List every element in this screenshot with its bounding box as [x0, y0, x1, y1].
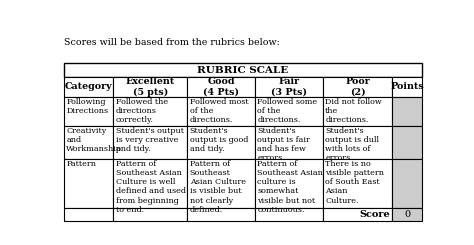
Bar: [187, 97, 255, 126]
Text: Student's
output is dull
with lots of
errors.: Student's output is dull with lots of er…: [325, 127, 379, 162]
Bar: [113, 97, 187, 126]
Bar: [392, 126, 422, 159]
Text: Good
(4 Pts): Good (4 Pts): [203, 77, 239, 97]
Bar: [187, 159, 255, 208]
Bar: [64, 159, 113, 208]
Text: Fair
(3 Pts): Fair (3 Pts): [271, 77, 307, 97]
Bar: [255, 77, 323, 97]
Text: Points: Points: [391, 82, 424, 91]
Bar: [392, 159, 422, 208]
Bar: [64, 77, 113, 97]
Text: 0: 0: [404, 210, 410, 219]
Text: RUBRIC SCALE: RUBRIC SCALE: [197, 66, 289, 75]
Bar: [187, 77, 255, 97]
Bar: [255, 126, 323, 159]
Text: Category: Category: [65, 82, 112, 91]
Text: Poor
(2): Poor (2): [345, 77, 370, 97]
Bar: [323, 159, 392, 208]
Text: Scores will be based from the rubrics below:: Scores will be based from the rubrics be…: [64, 38, 280, 47]
Bar: [392, 208, 422, 221]
Bar: [392, 77, 422, 97]
Bar: [187, 208, 255, 221]
Text: Excellent
(5 pts): Excellent (5 pts): [126, 77, 175, 97]
Bar: [392, 97, 422, 126]
Text: Followed most
of the
directions.: Followed most of the directions.: [190, 98, 248, 124]
Bar: [323, 208, 392, 221]
Bar: [64, 208, 113, 221]
Bar: [187, 126, 255, 159]
Bar: [323, 97, 392, 126]
Text: Followed the
directions
correctly.: Followed the directions correctly.: [116, 98, 168, 124]
Text: Pattern of
Southeast Asian
Culture is well
defined and used
from beginning
to en: Pattern of Southeast Asian Culture is we…: [116, 160, 186, 214]
Text: Creativity
and
Workmanship: Creativity and Workmanship: [66, 127, 122, 153]
Text: Pattern of
Southeast Asian
culture is
somewhat
visible but not
continuous.: Pattern of Southeast Asian culture is so…: [257, 160, 323, 214]
Bar: [64, 126, 113, 159]
Text: There is no
visible pattern
of South East
Asian
Culture.: There is no visible pattern of South Eas…: [325, 160, 384, 205]
Bar: [323, 126, 392, 159]
Bar: [113, 208, 187, 221]
Text: Score: Score: [359, 210, 390, 219]
Bar: [255, 97, 323, 126]
Bar: [113, 159, 187, 208]
Text: Following
Directions: Following Directions: [66, 98, 109, 115]
Bar: [64, 97, 113, 126]
Text: Student's
output is good
and tidy.: Student's output is good and tidy.: [190, 127, 248, 153]
Bar: [113, 77, 187, 97]
Bar: [323, 77, 392, 97]
Bar: [113, 126, 187, 159]
Bar: [64, 63, 422, 77]
Bar: [255, 159, 323, 208]
Text: Student's
output is fair
and has few
errors.: Student's output is fair and has few err…: [257, 127, 310, 162]
Text: Student's output
is very creative
and tidy.: Student's output is very creative and ti…: [116, 127, 184, 153]
Text: Pattern of
Southeast
Asian Culture
is visible but
not clearly
defined.: Pattern of Southeast Asian Culture is vi…: [190, 160, 246, 214]
Text: Did not follow
the
directions.: Did not follow the directions.: [325, 98, 382, 124]
Text: Pattern: Pattern: [66, 160, 96, 168]
Bar: [255, 208, 323, 221]
Text: Followed some
of the
directions.: Followed some of the directions.: [257, 98, 318, 124]
